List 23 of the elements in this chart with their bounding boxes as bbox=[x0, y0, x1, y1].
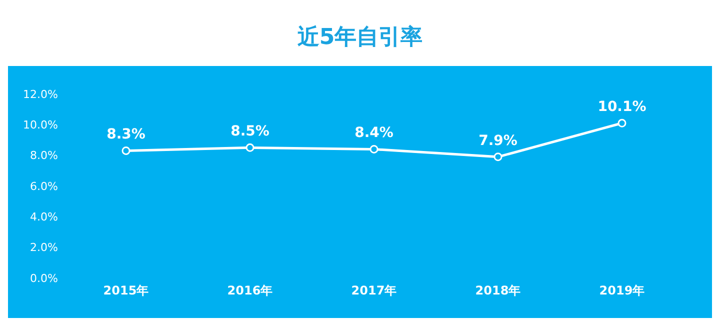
y-tick-label: 12.0% bbox=[23, 88, 58, 101]
point bbox=[122, 146, 130, 155]
point bbox=[618, 118, 626, 128]
data-label: 8.4% bbox=[354, 125, 394, 142]
data-label: 10.1% bbox=[598, 99, 646, 116]
x-tick-label: 2015年 bbox=[103, 284, 149, 298]
x-tick-label: 2019年 bbox=[599, 284, 645, 298]
point bbox=[370, 144, 378, 154]
y-tick-label: 2.0% bbox=[30, 241, 58, 254]
data-label: 8.5% bbox=[230, 124, 270, 140]
point bbox=[246, 143, 254, 152]
x-tick-label: 2018年 bbox=[475, 284, 521, 298]
y-tick-label: 4.0% bbox=[30, 210, 58, 224]
y-tick-label: 8.0% bbox=[30, 149, 58, 162]
y-tick-label: 6.0% bbox=[30, 180, 58, 193]
y-tick-label: 10.0% bbox=[23, 118, 58, 132]
x-tick-label: 2017年 bbox=[351, 284, 397, 298]
point bbox=[494, 152, 502, 162]
data-label: 8.3% bbox=[106, 126, 146, 143]
x-tick-label: 2016年 bbox=[227, 284, 273, 298]
y-tick-label: 0.0% bbox=[30, 272, 58, 285]
data-label: 7.9% bbox=[478, 132, 518, 149]
chart-title: 近5年自引率 bbox=[296, 24, 424, 52]
